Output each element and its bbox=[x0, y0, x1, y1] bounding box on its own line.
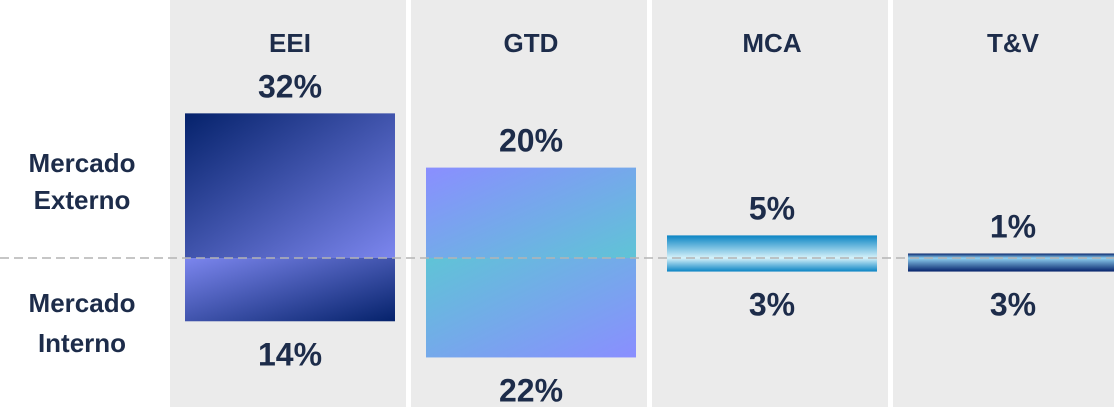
value-label-externo-gtd: 20% bbox=[499, 123, 563, 159]
value-label-externo-tv: 1% bbox=[990, 208, 1036, 244]
value-label-interno-mca: 3% bbox=[749, 287, 795, 323]
category-label-mca: MCA bbox=[742, 28, 801, 58]
value-label-interno-tv: 3% bbox=[990, 287, 1036, 323]
category-label-gtd: GTD bbox=[504, 28, 559, 58]
bar-externo-gtd bbox=[426, 167, 636, 258]
value-label-interno-gtd: 22% bbox=[499, 372, 563, 407]
bar-externo-eei bbox=[185, 113, 395, 258]
bar-interno-gtd bbox=[426, 258, 636, 358]
row-label-interno-line2: Interno bbox=[38, 328, 126, 358]
bar-externo-mca bbox=[667, 235, 877, 258]
row-label-externo-line1: Mercado bbox=[29, 148, 136, 178]
row-label-externo-line2: Externo bbox=[34, 185, 131, 215]
category-label-eei: EEI bbox=[269, 28, 311, 58]
bar-interno-eei bbox=[185, 258, 395, 322]
panel-mca bbox=[652, 0, 888, 407]
row-label-interno-line1: Mercado bbox=[29, 288, 136, 318]
value-label-externo-mca: 5% bbox=[749, 190, 795, 226]
bar-interno-mca bbox=[667, 258, 877, 272]
bar-interno-tv bbox=[908, 258, 1114, 272]
bar-externo-tv bbox=[908, 253, 1114, 258]
value-label-interno-eei: 14% bbox=[258, 336, 322, 372]
category-label-tv: T&V bbox=[987, 28, 1040, 58]
panel-tv bbox=[893, 0, 1114, 407]
value-label-externo-eei: 32% bbox=[258, 68, 322, 104]
